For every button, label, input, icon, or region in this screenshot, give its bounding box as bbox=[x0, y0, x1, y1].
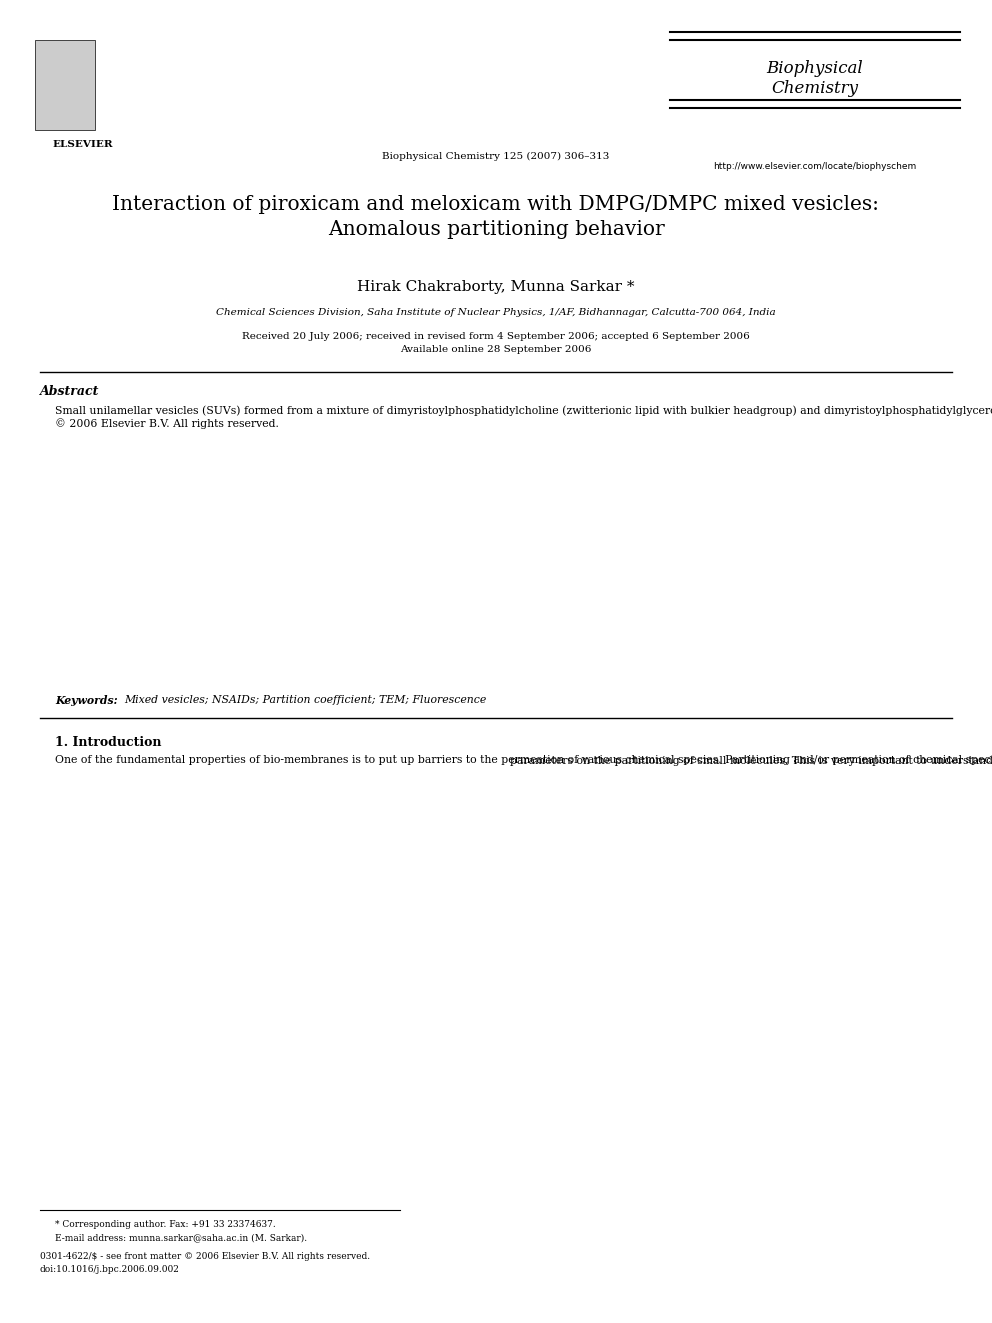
Text: * Corresponding author. Fax: +91 33 23374637.: * Corresponding author. Fax: +91 33 2337… bbox=[55, 1220, 276, 1229]
Text: 0301-4622/$ - see front matter © 2006 Elsevier B.V. All rights reserved.: 0301-4622/$ - see front matter © 2006 El… bbox=[40, 1252, 370, 1261]
Text: doi:10.1016/j.bpc.2006.09.002: doi:10.1016/j.bpc.2006.09.002 bbox=[40, 1265, 180, 1274]
Text: ELSEVIER: ELSEVIER bbox=[53, 140, 113, 149]
Text: One of the fundamental properties of bio-membranes is to put up barriers to the : One of the fundamental properties of bio… bbox=[55, 755, 992, 765]
Text: E-mail address: munna.sarkar@saha.ac.in (M. Sarkar).: E-mail address: munna.sarkar@saha.ac.in … bbox=[55, 1233, 308, 1242]
Text: Small unilamellar vesicles (SUVs) formed from a mixture of dimyristoylphosphatid: Small unilamellar vesicles (SUVs) formed… bbox=[55, 405, 992, 430]
Text: Biophysical: Biophysical bbox=[767, 60, 863, 77]
Text: parameters on the partitioning of small molecules. This is very important to und: parameters on the partitioning of small … bbox=[510, 755, 992, 766]
Text: Chemical Sciences Division, Saha Institute of Nuclear Physics, 1/AF, Bidhannagar: Chemical Sciences Division, Saha Institu… bbox=[216, 308, 776, 318]
Text: http://www.elsevier.com/locate/biophyschem: http://www.elsevier.com/locate/biophysch… bbox=[713, 161, 917, 171]
Text: Received 20 July 2006; received in revised form 4 September 2006; accepted 6 Sep: Received 20 July 2006; received in revis… bbox=[242, 332, 750, 353]
Text: Biophysical Chemistry 125 (2007) 306–313: Biophysical Chemistry 125 (2007) 306–313 bbox=[382, 152, 610, 161]
Text: Interaction of piroxicam and meloxicam with DMPG/DMPC mixed vesicles:
Anomalous : Interaction of piroxicam and meloxicam w… bbox=[112, 194, 880, 239]
Text: Keywords:: Keywords: bbox=[55, 695, 118, 706]
Text: Mixed vesicles; NSAIDs; Partition coefficient; TEM; Fluorescence: Mixed vesicles; NSAIDs; Partition coeffi… bbox=[124, 695, 487, 705]
Text: Hirak Chakraborty, Munna Sarkar *: Hirak Chakraborty, Munna Sarkar * bbox=[357, 280, 635, 294]
Text: 1. Introduction: 1. Introduction bbox=[55, 736, 162, 749]
FancyBboxPatch shape bbox=[35, 40, 95, 130]
Text: Chemistry: Chemistry bbox=[772, 79, 858, 97]
Text: Abstract: Abstract bbox=[40, 385, 99, 398]
